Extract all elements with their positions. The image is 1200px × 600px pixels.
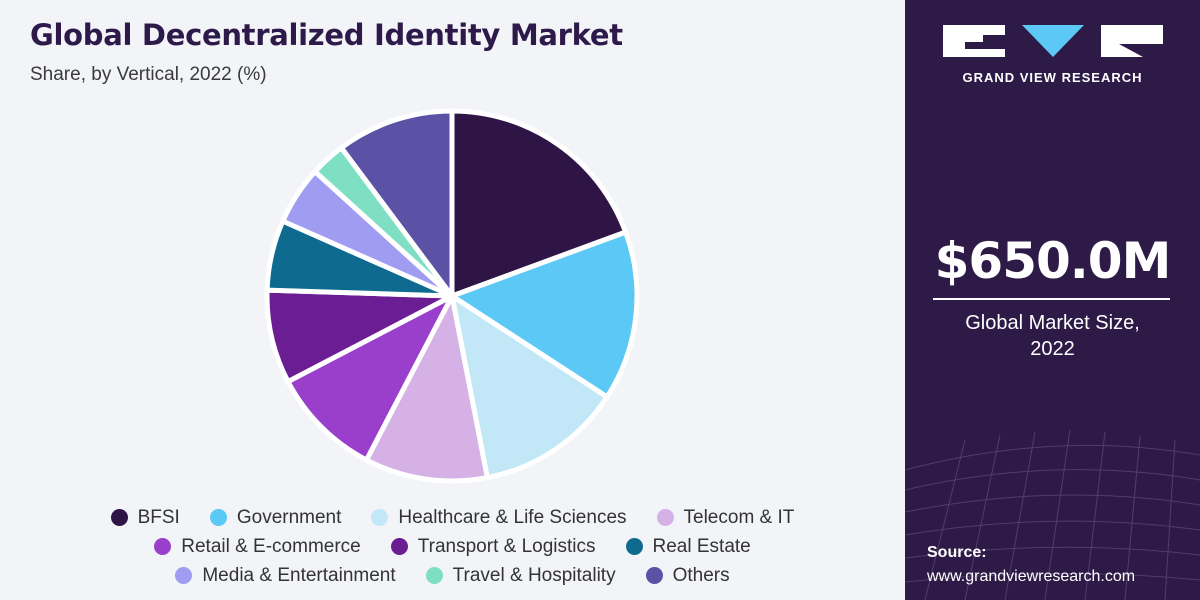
legend-swatch: [154, 538, 172, 555]
market-size-label: Global Market Size, 2022: [965, 312, 1140, 360]
pie-chart: [264, 108, 640, 484]
grand-view-research-logo: [943, 25, 1163, 57]
legend-label: Government: [236, 506, 342, 528]
chart-title: Global Decentralized Identity Market: [30, 18, 623, 52]
chart-legend: BFSI Government Healthcare & Life Sciences…: [0, 503, 905, 590]
legend-item: Telecom & IT: [656, 506, 795, 529]
legend-item: Healthcare & Life Sciences: [371, 506, 627, 529]
legend-item: Media & Entertainment: [175, 564, 396, 587]
legend-label: BFSI: [137, 506, 180, 528]
market-size-value: $650.0M: [934, 232, 1172, 290]
legend-swatch: [656, 509, 674, 526]
legend-label: Transport & Logistics: [417, 535, 596, 557]
legend-item: Government: [209, 506, 342, 529]
legend-swatch: [425, 567, 443, 584]
brand-name: GRAND VIEW RESEARCH: [962, 70, 1143, 85]
legend-swatch: [625, 538, 643, 555]
legend-item: Travel & Hospitality: [425, 564, 616, 587]
legend-item: Real Estate: [625, 535, 751, 558]
divider: [933, 298, 1170, 300]
legend-item: Others: [645, 564, 730, 587]
legend-swatch: [175, 567, 193, 584]
legend-label: Real Estate: [652, 535, 751, 557]
legend-item: BFSI: [110, 506, 180, 529]
legend-swatch: [390, 538, 408, 555]
legend-label: Travel & Hospitality: [452, 564, 616, 586]
pie-slice-healthcare-life-sciences: [449, 293, 610, 481]
pie-slice-bfsi: [449, 108, 629, 299]
pie-slice-government: [449, 229, 640, 400]
legend-label: Others: [672, 564, 730, 586]
legend-row: Media & Entertainment Travel & Hospitalit…: [0, 561, 905, 590]
legend-swatch: [645, 567, 663, 584]
legend-row: Retail & E-commerce Transport & Logistics…: [0, 532, 905, 561]
chart-panel: Global Decentralized Identity Market Sha…: [0, 18, 905, 590]
pie-slice-retail-e-commerce: [285, 293, 455, 463]
source-url[interactable]: www.grandviewresearch.com: [927, 568, 1136, 585]
chart-subtitle: Share, by Vertical, 2022 (%): [30, 64, 267, 85]
legend-label: Telecom & IT: [683, 506, 795, 528]
legend-swatch: [209, 509, 227, 526]
legend-label: Media & Entertainment: [202, 564, 396, 586]
legend-item: Retail & E-commerce: [154, 536, 361, 558]
pie-slice-others: [338, 108, 455, 299]
legend-swatch: [371, 509, 389, 526]
legend-item: Transport & Logistics: [390, 535, 596, 558]
grid-decoration: [905, 429, 1200, 600]
legend-label: Healthcare & Life Sciences: [398, 506, 627, 528]
legend-swatch: [110, 509, 128, 526]
pie-slice-telecom-it: [363, 293, 490, 484]
legend-label: Retail & E-commerce: [181, 535, 361, 557]
info-sidebar: GRAND VIEW RESEARCH $650.0M Global Marke…: [905, 0, 1200, 600]
source-label: Source:: [927, 544, 987, 561]
legend-row: BFSI Government Healthcare & Life Sciences…: [0, 503, 905, 532]
